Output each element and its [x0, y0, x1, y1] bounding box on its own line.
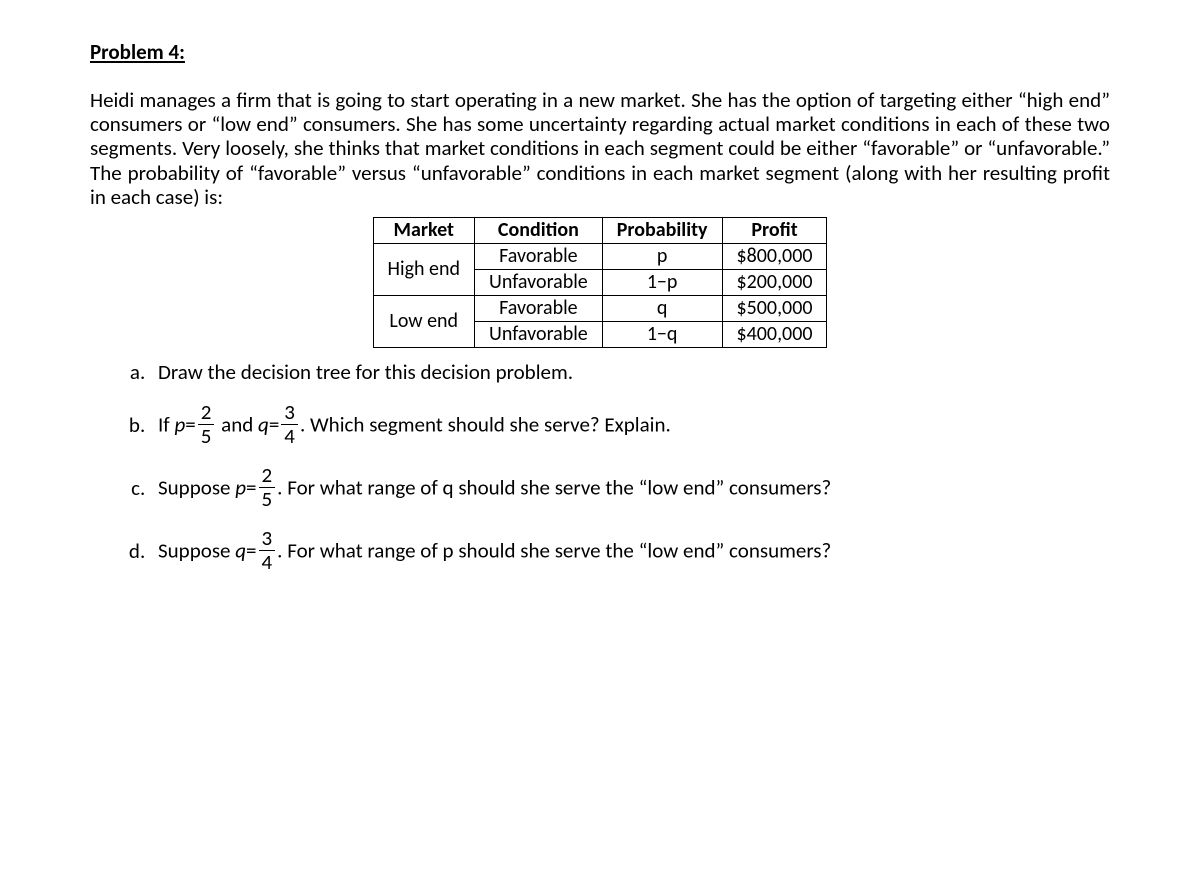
condition-cell: Unfavorable: [474, 321, 602, 347]
fraction-denominator: 4: [281, 425, 298, 447]
text-segment: . For what range of p should she serve t…: [277, 538, 831, 564]
question-d: Suppose q=34. For what range of p should…: [150, 530, 1110, 575]
probability-cell: p: [602, 243, 722, 269]
fraction: 34: [259, 528, 276, 573]
fraction: 34: [281, 402, 298, 447]
text-segment: Suppose: [158, 475, 235, 501]
equals-sign: =: [246, 475, 256, 501]
condition-cell: Favorable: [474, 243, 602, 269]
table-header: Market: [373, 217, 474, 243]
var-p: p: [235, 475, 246, 501]
fraction-denominator: 5: [198, 425, 215, 447]
profit-cell: $500,000: [722, 295, 827, 321]
var-q: q: [258, 412, 269, 438]
var-p: p: [174, 412, 185, 438]
text-segment: If: [158, 412, 174, 438]
probability-cell: 1−p: [602, 269, 722, 295]
table-header: Probability: [602, 217, 722, 243]
question-b: If p=25 and q=34. Which segment should s…: [150, 404, 1110, 449]
table-header: Condition: [474, 217, 602, 243]
market-cell: Low end: [373, 295, 474, 347]
condition-cell: Favorable: [474, 295, 602, 321]
payoff-table: Market Condition Probability Profit High…: [373, 217, 828, 348]
table-row: Low end Favorable q $500,000: [373, 295, 827, 321]
intro-paragraph: Heidi manages a firm that is going to st…: [90, 88, 1110, 209]
condition-cell: Unfavorable: [474, 269, 602, 295]
fraction: 25: [259, 465, 276, 510]
text-segment: and: [216, 412, 258, 438]
probability-cell: q: [602, 295, 722, 321]
question-list: Draw the decision tree for this decision…: [90, 358, 1110, 575]
table-header-row: Market Condition Probability Profit: [373, 217, 827, 243]
text-segment: . For what range of q should she serve t…: [277, 475, 831, 501]
question-text: Draw the decision tree for this decision…: [158, 359, 573, 385]
fraction: 25: [198, 402, 215, 447]
var-q: q: [235, 538, 246, 564]
probability-cell: 1−q: [602, 321, 722, 347]
fraction-numerator: 2: [198, 402, 215, 425]
question-c: Suppose p=25. For what range of q should…: [150, 467, 1110, 512]
table-header: Profit: [722, 217, 827, 243]
profit-cell: $200,000: [722, 269, 827, 295]
equals-sign: =: [269, 412, 279, 438]
fraction-denominator: 4: [259, 551, 276, 573]
problem-heading: Problem 4:: [90, 40, 1110, 64]
fraction-numerator: 3: [259, 528, 276, 551]
fraction-numerator: 2: [259, 465, 276, 488]
text-segment: . Which segment should she serve? Explai…: [300, 412, 671, 438]
text-segment: Suppose: [158, 538, 235, 564]
fraction-denominator: 5: [259, 488, 276, 510]
equals-sign: =: [246, 538, 256, 564]
table-row: High end Favorable p $800,000: [373, 243, 827, 269]
problem-page: Problem 4: Heidi manages a firm that is …: [0, 0, 1200, 575]
fraction-numerator: 3: [281, 402, 298, 425]
question-a: Draw the decision tree for this decision…: [150, 358, 1110, 386]
equals-sign: =: [185, 412, 195, 438]
profit-cell: $800,000: [722, 243, 827, 269]
profit-cell: $400,000: [722, 321, 827, 347]
market-cell: High end: [373, 243, 474, 295]
